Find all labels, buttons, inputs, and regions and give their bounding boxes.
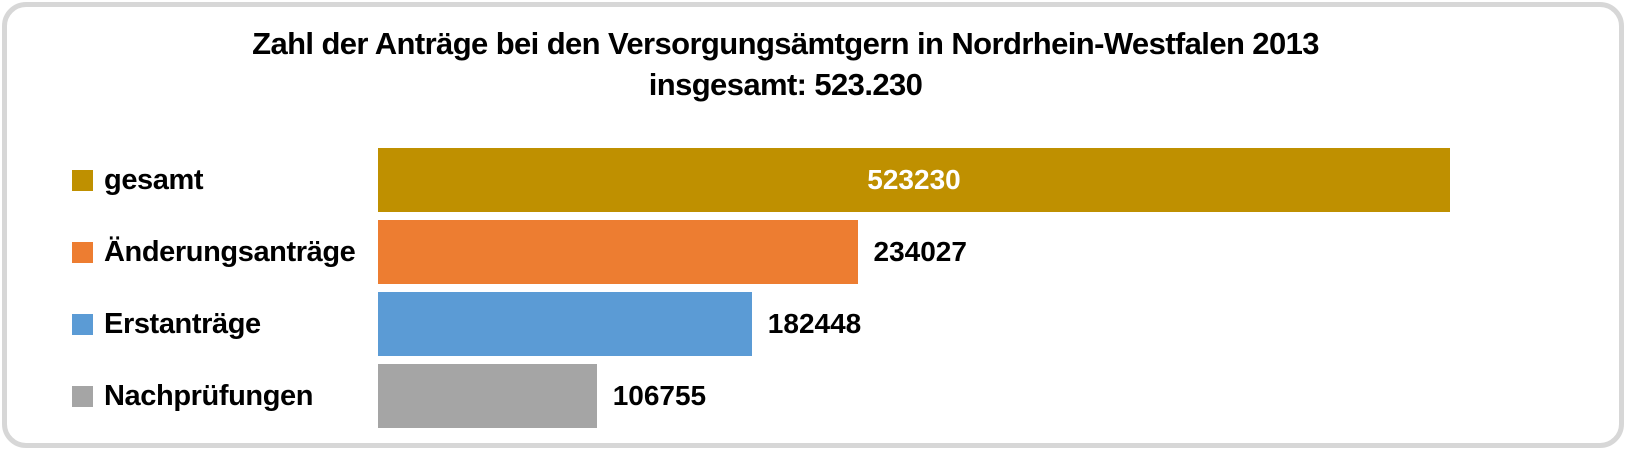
bar-aenderungsantraege <box>378 220 858 284</box>
category-nachpruefungen: Nachprüfungen <box>7 380 378 413</box>
bar-track-aenderungsantraege: 234027 <box>378 220 1450 284</box>
chart-row-erstantraege: Erstanträge 182448 <box>7 292 1619 356</box>
value-label-gesamt: 523230 <box>867 164 961 195</box>
chart-card: Zahl der Anträge bei den Versorgungsämtg… <box>2 2 1624 448</box>
value-label-aenderungsantraege: 234027 <box>873 236 967 267</box>
category-label-erstantraege: Erstanträge <box>104 307 261 340</box>
legend-marker-gesamt-icon <box>72 169 93 191</box>
bar-erstantraege <box>378 292 752 356</box>
category-gesamt: gesamt <box>7 164 378 197</box>
bar-gesamt: 523230 <box>378 148 1450 212</box>
category-label-nachpruefungen: Nachprüfungen <box>104 379 314 412</box>
bar-track-erstantraege: 182448 <box>378 292 1450 356</box>
value-label-erstantraege: 182448 <box>767 308 862 339</box>
bar-nachpruefungen <box>378 364 597 428</box>
legend-marker-aenderungsantraege-icon <box>72 241 93 263</box>
chart-row-nachpruefungen: Nachprüfungen 106755 <box>7 364 1619 428</box>
bar-track-gesamt: 523230 <box>378 148 1450 212</box>
category-label-gesamt: gesamt <box>104 163 204 196</box>
chart-row-gesamt: gesamt 523230 <box>7 148 1619 212</box>
chart-title-line1: Zahl der Anträge bei den Versorgungsämtg… <box>252 26 1319 61</box>
category-aenderungsantraege: Änderungsanträge <box>7 236 378 269</box>
category-erstantraege: Erstanträge <box>7 308 378 341</box>
chart-title-line2: insgesamt: 523.230 <box>648 67 923 102</box>
chart-title: Zahl der Anträge bei den Versorgungsämtg… <box>7 23 1564 105</box>
bar-chart: gesamt 523230 Änderungsanträge 234027 Er… <box>7 148 1619 436</box>
legend-marker-erstantraege-icon <box>72 313 93 335</box>
legend-marker-nachpruefungen-icon <box>72 385 93 407</box>
value-label-nachpruefungen: 106755 <box>612 380 707 411</box>
bar-track-nachpruefungen: 106755 <box>378 364 1450 428</box>
chart-row-aenderungsantraege: Änderungsanträge 234027 <box>7 220 1619 284</box>
category-label-aenderungsantraege: Änderungsanträge <box>104 235 356 268</box>
